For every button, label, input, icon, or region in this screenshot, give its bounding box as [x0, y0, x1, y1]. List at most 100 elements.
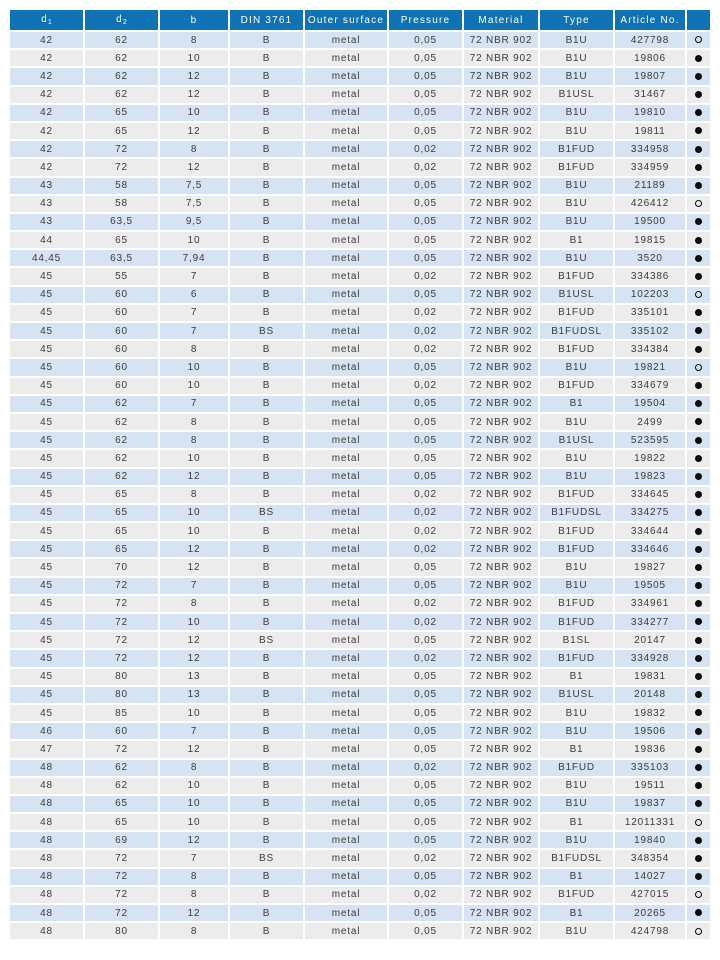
- cell-din: B: [230, 68, 303, 85]
- cell-pressure: 0,02: [389, 377, 462, 394]
- cell-d2: 62: [85, 68, 158, 85]
- cell-din: B: [230, 413, 303, 431]
- cell-availability: [687, 104, 710, 121]
- table-header-row: d1 d2 b DIN 3761 Outer surface Pressure Materi…: [10, 10, 710, 30]
- cell-outer_surface: metal: [305, 213, 387, 231]
- cell-material: 72 NBR 902: [464, 286, 538, 303]
- cell-pressure: 0,02: [389, 159, 462, 176]
- cell-type: B1FUD: [540, 268, 613, 285]
- cell-material: 72 NBR 902: [464, 32, 538, 49]
- cell-din: B: [230, 159, 303, 176]
- cell-b: 12: [160, 650, 228, 667]
- cell-b: 12: [160, 559, 228, 576]
- availability-filled-circle-icon: [695, 745, 702, 753]
- cell-availability: [687, 141, 710, 158]
- cell-material: 72 NBR 902: [464, 213, 538, 231]
- cell-b: 10: [160, 777, 228, 794]
- cell-availability: [687, 177, 710, 194]
- cell-d1: 45: [10, 286, 83, 303]
- cell-pressure: 0,05: [389, 232, 462, 249]
- cell-type: B1U: [540, 177, 613, 194]
- cell-b: 7,94: [160, 250, 228, 267]
- column-header-article_no: Article No.: [615, 10, 685, 30]
- cell-d1: 48: [10, 868, 83, 885]
- cell-b: 10: [160, 795, 228, 813]
- cell-type: B1U: [540, 577, 613, 594]
- availability-filled-circle-icon: [695, 454, 702, 462]
- cell-outer_surface: metal: [305, 304, 387, 321]
- cell-outer_surface: metal: [305, 868, 387, 885]
- cell-article_no: 19836: [615, 741, 685, 758]
- cell-din: B: [230, 704, 303, 722]
- cell-pressure: 0,05: [389, 250, 462, 267]
- cell-pressure: 0,02: [389, 268, 462, 285]
- cell-pressure: 0,02: [389, 850, 462, 867]
- cell-din: B: [230, 359, 303, 376]
- cell-d1: 48: [10, 759, 83, 776]
- cell-b: 12: [160, 632, 228, 649]
- cell-availability: [687, 195, 710, 212]
- cell-type: B1U: [540, 104, 613, 121]
- cell-din: B: [230, 614, 303, 631]
- cell-pressure: 0,02: [389, 341, 462, 358]
- availability-filled-circle-icon: [695, 236, 702, 244]
- cell-b: 10: [160, 104, 228, 121]
- cell-outer_surface: metal: [305, 668, 387, 685]
- cell-d2: 65: [85, 504, 158, 522]
- cell-b: 8: [160, 486, 228, 503]
- cell-type: B1U: [540, 122, 613, 140]
- cell-d1: 48: [10, 795, 83, 813]
- cell-din: B: [230, 814, 303, 831]
- cell-material: 72 NBR 902: [464, 504, 538, 522]
- cell-d1: 45: [10, 504, 83, 522]
- cell-din: B: [230, 304, 303, 321]
- cell-availability: [687, 614, 710, 631]
- cell-din: B: [230, 86, 303, 103]
- cell-outer_surface: metal: [305, 195, 387, 212]
- cell-availability: [687, 232, 710, 249]
- cell-din: B: [230, 268, 303, 285]
- cell-article_no: 334386: [615, 268, 685, 285]
- cell-d2: 72: [85, 886, 158, 903]
- cell-b: 10: [160, 50, 228, 67]
- cell-material: 72 NBR 902: [464, 686, 538, 703]
- cell-availability: [687, 268, 710, 285]
- cell-pressure: 0,05: [389, 432, 462, 449]
- cell-availability: [687, 923, 710, 940]
- cell-b: 10: [160, 523, 228, 540]
- cell-d1: 47: [10, 741, 83, 758]
- cell-article_no: 12011331: [615, 814, 685, 831]
- table-row: 45 60 7 BS metal 0,02 72 NBR 902 B1FUDSL 335102: [10, 323, 710, 340]
- availability-filled-circle-icon: [695, 472, 702, 480]
- cell-availability: [687, 523, 710, 540]
- cell-din: B: [230, 450, 303, 467]
- cell-material: 72 NBR 902: [464, 668, 538, 685]
- cell-outer_surface: metal: [305, 450, 387, 467]
- cell-d1: 45: [10, 432, 83, 449]
- cell-article_no: 348354: [615, 850, 685, 867]
- cell-article_no: 20148: [615, 686, 685, 703]
- cell-b: 7: [160, 577, 228, 594]
- cell-material: 72 NBR 902: [464, 814, 538, 831]
- cell-outer_surface: metal: [305, 559, 387, 576]
- cell-pressure: 0,05: [389, 122, 462, 140]
- cell-material: 72 NBR 902: [464, 632, 538, 649]
- cell-d2: 60: [85, 323, 158, 340]
- cell-d1: 45: [10, 595, 83, 612]
- cell-availability: [687, 159, 710, 176]
- cell-d2: 80: [85, 923, 158, 940]
- cell-availability: [687, 304, 710, 321]
- cell-availability: [687, 68, 710, 85]
- cell-availability: [687, 759, 710, 776]
- cell-pressure: 0,05: [389, 468, 462, 485]
- cell-pressure: 0,05: [389, 704, 462, 722]
- cell-material: 72 NBR 902: [464, 577, 538, 594]
